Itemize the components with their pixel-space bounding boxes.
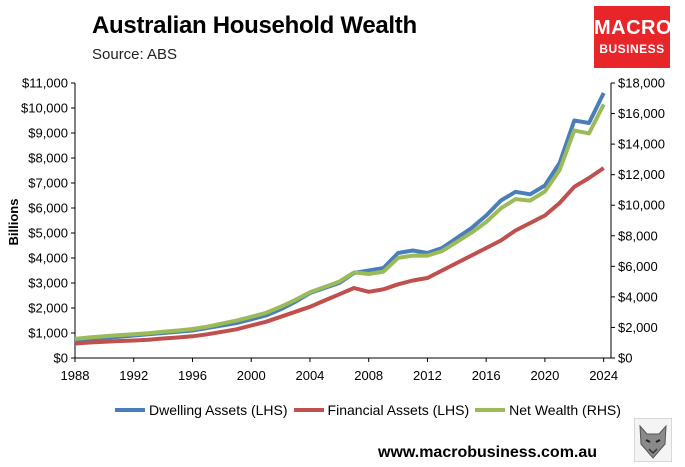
x-tick-label: 2008: [354, 368, 383, 383]
x-tick-label: 2016: [472, 368, 501, 383]
legend-label: Financial Assets (LHS): [327, 402, 470, 418]
footer-url: www.macrobusiness.com.au: [378, 444, 598, 461]
legend-item-3: Net Wealth (RHS): [475, 402, 621, 418]
y-tick-label-right: $16,000: [618, 106, 665, 121]
y-tick-label-left: $7,000: [28, 176, 68, 191]
series-line-2: [74, 166, 605, 346]
x-tick-label: 2000: [237, 368, 266, 383]
y-tick-label-right: $18,000: [618, 76, 665, 91]
legend-label: Dwelling Assets (LHS): [149, 402, 288, 418]
y-tick-label-right: $0: [618, 351, 632, 366]
x-tick-label: 2004: [295, 368, 324, 383]
y-tick-label-left: $1,000: [28, 326, 68, 341]
legend-swatch: [115, 408, 146, 412]
x-tick-label: 1992: [119, 368, 148, 383]
x-tick-label: 1996: [178, 368, 207, 383]
chart-legend: Dwelling Assets (LHS) Financial Assets (L…: [88, 402, 648, 418]
y-tick-label-right: $6,000: [618, 259, 658, 274]
y-tick-label-left: $9,000: [28, 126, 68, 141]
y-tick-label-right: $10,000: [618, 198, 665, 213]
y-tick-label-left: $8,000: [28, 151, 68, 166]
macrobusiness-logo: MACRO BUSINESS: [594, 6, 673, 68]
y-tick-label-left: $6,000: [28, 201, 68, 216]
y-tick-label-left: $10,000: [21, 101, 68, 116]
y-tick-label-right: $8,000: [618, 228, 658, 243]
logo-line-2: BUSINESS: [599, 42, 665, 56]
legend-swatch: [475, 408, 506, 412]
y-tick-label-right: $2,000: [618, 320, 658, 335]
chart-axes: $0 $1,000 $2,000 $3,000 $4,000 $5,000 $6,000 $7…: [21, 76, 665, 384]
legend-item-1: Dwelling Assets (LHS): [115, 402, 288, 418]
y-tick-label-right: $14,000: [618, 137, 665, 152]
y-tick-label-left: $0: [54, 351, 68, 366]
series-line-3: [74, 103, 606, 341]
y-tick-label-left: $2,000: [28, 301, 68, 316]
chart-title: Australian Household Wealth: [92, 12, 417, 39]
y-tick-label-left: $4,000: [28, 251, 68, 266]
y-tick-label-left: $3,000: [28, 276, 68, 291]
wolf-logo-icon: [634, 418, 672, 462]
legend-item-2: Financial Assets (LHS): [293, 402, 470, 418]
logo-line-1: MACRO: [594, 17, 673, 39]
legend-swatch: [293, 408, 324, 412]
x-tick-label: 2024: [589, 368, 618, 383]
x-tick-label: 1988: [61, 368, 90, 383]
y-axis-label: Billions: [6, 199, 21, 246]
legend-label: Net Wealth (RHS): [509, 402, 621, 418]
chart-subtitle: Source: ABS: [92, 46, 178, 63]
y-tick-label-right: $12,000: [618, 167, 665, 182]
chart-series: [74, 92, 606, 346]
series-line-1: [74, 92, 606, 343]
x-tick-label: 2012: [413, 368, 442, 383]
y-tick-label-left: $11,000: [22, 76, 68, 91]
x-tick-label: 2020: [530, 368, 559, 383]
y-tick-label-right: $4,000: [618, 289, 658, 304]
y-tick-label-left: $5,000: [28, 226, 68, 241]
